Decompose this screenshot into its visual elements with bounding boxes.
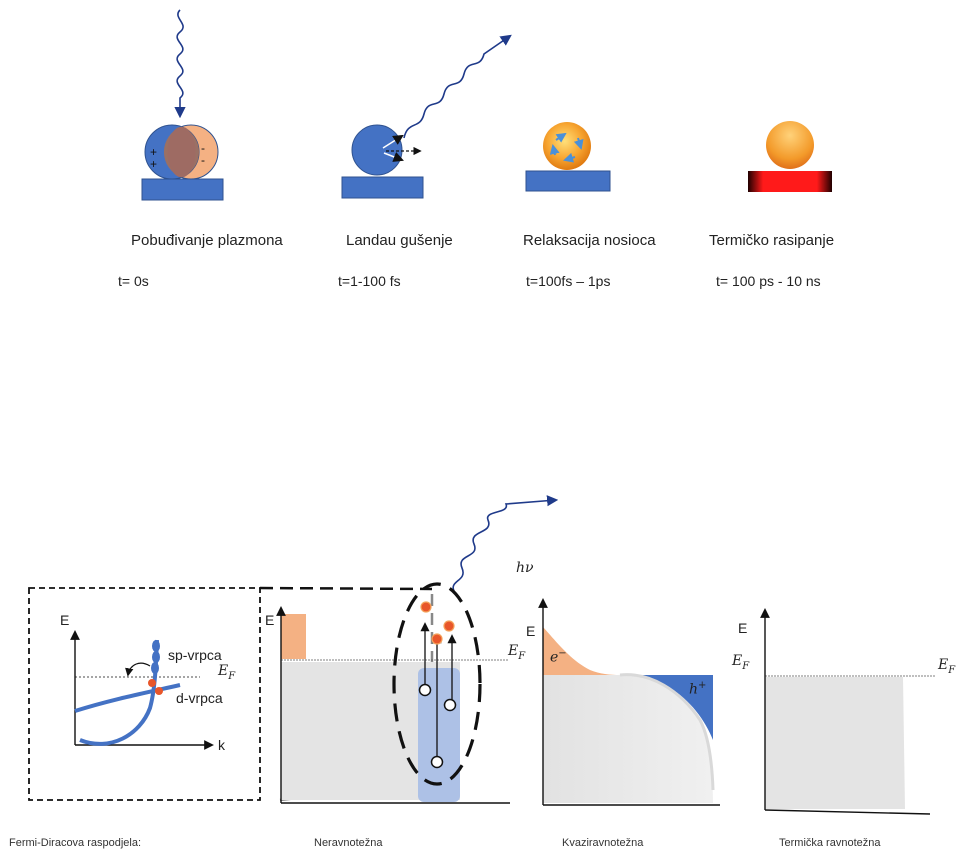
thermal-equilibrium-panel [760, 608, 935, 815]
hot-nanoparticle [543, 122, 591, 170]
inset-dashed-box [28, 587, 261, 801]
excitation-ellipse [392, 582, 482, 786]
hot-carrier-arrow-1 [382, 134, 404, 149]
stage-label-thermal: Termičko rasipanje [709, 232, 835, 249]
stage-label-relaxation: Relaksacija nosioca [523, 232, 656, 249]
substrate-1 [141, 178, 224, 201]
d-band-label: d-vrpca [176, 690, 223, 706]
thermal-e-label: E [738, 620, 748, 636]
substrate-2 [341, 176, 424, 199]
caption-fermi-dirac: Fermi-Diracova raspodjela: [9, 837, 142, 849]
quasi-equilibrium-panel [538, 598, 720, 806]
inset-e-label: E [60, 612, 70, 628]
caption-non-equilibrium: Neravnotežna [314, 837, 383, 849]
thermal-nanoparticle [766, 121, 814, 169]
emitted-photon-wave [403, 34, 512, 139]
noneq-filled-states [281, 662, 418, 800]
quasi-e-label: E [526, 623, 536, 639]
d-band-curve [74, 683, 181, 713]
excited-electron [148, 679, 156, 687]
inset-k-label: k [218, 737, 225, 753]
thermal-baseline [764, 809, 931, 815]
noneq-hot-electron-box [281, 614, 306, 659]
stage-2-illustration [341, 34, 512, 199]
hot-carrier-arrow-3 [383, 152, 404, 162]
incoming-photon-wave [174, 9, 186, 119]
noneq-e-label: E [265, 612, 275, 628]
minus-charge-2: - [201, 153, 205, 167]
stage-time-relaxation: t=100fs – 1ps [526, 273, 611, 289]
quasi-filled-states [543, 674, 713, 803]
substrate-3 [525, 170, 611, 192]
thermal-filled-states [765, 677, 905, 809]
plus-charge-2: + [150, 157, 157, 171]
hv-label: hν [516, 560, 534, 576]
plus-charge-1: + [150, 145, 157, 159]
hot-substrate [748, 171, 832, 192]
thermal-fermi-label-right: EF [938, 657, 956, 676]
quasi-electron-tail [543, 627, 620, 675]
stage-3-illustration [525, 122, 611, 192]
stage-label-landau: Landau gušenje [346, 232, 453, 249]
caption-thermal-equilibrium: Termička ravnotežna [779, 837, 881, 849]
stage-time-excitation: t= 0s [118, 273, 149, 289]
inset-fermi-label: EF [218, 663, 236, 682]
stage-time-thermal: t= 100 ps - 10 ns [716, 273, 821, 289]
stage-4-illustration [748, 121, 832, 192]
stage-label-excitation: Pobuđivanje plazmona [131, 232, 283, 249]
sp-band-label: sp-vrpca [168, 647, 222, 663]
hv-photon-wave [452, 495, 559, 594]
minus-charge-1: - [201, 141, 205, 155]
band-structure-inset [70, 630, 214, 750]
hole-label: h+ [689, 680, 707, 698]
stage-time-landau: t=1-100 fs [338, 273, 401, 289]
caption-quasi-equilibrium: Kvaziravnotežna [562, 837, 644, 849]
nanoparticle-2 [351, 124, 403, 176]
stage-1-illustration: + + - - [141, 9, 224, 201]
zoom-connector-top [259, 586, 433, 591]
thermal-fermi-label-left: EF [732, 653, 750, 672]
excitation-arrow [125, 662, 151, 677]
electron-label: e− [550, 648, 567, 666]
noneq-fermi-label: EF [508, 643, 526, 662]
quasi-hole-region [628, 675, 713, 740]
non-equilibrium-panel [276, 582, 510, 804]
